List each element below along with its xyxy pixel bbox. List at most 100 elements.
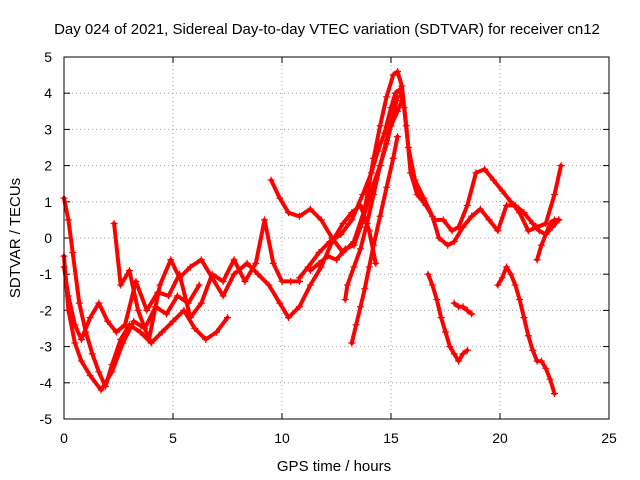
data-point bbox=[208, 274, 216, 282]
data-point bbox=[112, 328, 120, 336]
data-point bbox=[136, 328, 144, 336]
data-point bbox=[494, 227, 502, 235]
data-point bbox=[413, 191, 421, 199]
data-point bbox=[468, 212, 476, 220]
data-point bbox=[459, 303, 467, 311]
data-point bbox=[516, 296, 524, 304]
data-point bbox=[372, 259, 380, 267]
x-tick-label: 20 bbox=[492, 430, 508, 446]
series-track-f bbox=[295, 86, 563, 282]
data-point bbox=[428, 281, 436, 289]
data-point bbox=[398, 96, 406, 104]
data-point bbox=[276, 299, 284, 307]
data-point bbox=[376, 122, 384, 130]
series-line bbox=[62, 196, 230, 389]
y-tick-label: -1 bbox=[40, 266, 53, 282]
data-point bbox=[520, 209, 528, 217]
data-point bbox=[396, 86, 404, 94]
data-point bbox=[186, 263, 194, 271]
x-tick-label: 10 bbox=[274, 430, 290, 446]
data-point bbox=[306, 267, 314, 275]
data-point bbox=[156, 281, 164, 289]
series-line bbox=[495, 265, 557, 396]
series-line bbox=[426, 272, 470, 364]
data-point bbox=[176, 274, 184, 282]
data-point bbox=[498, 187, 506, 195]
series-line bbox=[112, 203, 378, 342]
data-point bbox=[117, 281, 125, 289]
data-point bbox=[463, 306, 471, 314]
data-point bbox=[71, 339, 79, 347]
data-point bbox=[317, 216, 325, 224]
data-point bbox=[339, 220, 347, 228]
y-tick-label: -5 bbox=[40, 411, 53, 427]
series-line bbox=[349, 134, 400, 345]
data-point bbox=[134, 306, 142, 314]
data-point bbox=[86, 314, 94, 322]
data-point bbox=[230, 270, 238, 278]
data-point bbox=[267, 176, 275, 184]
data-point bbox=[287, 277, 295, 285]
data-point bbox=[439, 216, 447, 224]
data-point bbox=[537, 241, 545, 249]
data-point bbox=[383, 136, 391, 144]
data-point bbox=[95, 299, 103, 307]
data-point bbox=[398, 82, 406, 90]
data-point bbox=[261, 216, 269, 224]
data-point bbox=[503, 263, 511, 271]
data-point bbox=[224, 314, 231, 322]
data-point bbox=[77, 357, 85, 365]
series-track-e bbox=[267, 67, 565, 256]
data-point bbox=[180, 306, 188, 314]
data-point bbox=[448, 227, 456, 235]
data-point bbox=[184, 299, 192, 307]
data-point bbox=[404, 144, 412, 151]
series-track-k bbox=[450, 299, 476, 318]
data-point bbox=[546, 375, 554, 383]
data-point bbox=[511, 201, 519, 209]
data-point bbox=[389, 111, 397, 119]
data-point bbox=[533, 256, 541, 264]
x-tick-label: 25 bbox=[601, 430, 617, 446]
data-point bbox=[546, 220, 554, 228]
data-point bbox=[433, 296, 441, 304]
data-point bbox=[507, 270, 515, 278]
data-point bbox=[481, 165, 489, 173]
data-point bbox=[202, 335, 210, 343]
data-point bbox=[376, 212, 384, 220]
series-track-a bbox=[60, 216, 303, 343]
data-point bbox=[459, 350, 467, 358]
series-track-b bbox=[60, 194, 231, 390]
data-point bbox=[444, 241, 452, 249]
data-point bbox=[428, 212, 436, 220]
data-point bbox=[173, 292, 181, 300]
data-point bbox=[304, 263, 312, 271]
data-point bbox=[108, 368, 116, 376]
data-point bbox=[82, 328, 90, 336]
data-point bbox=[191, 325, 199, 332]
data-point bbox=[326, 238, 334, 246]
data-point bbox=[167, 256, 175, 264]
data-point bbox=[557, 162, 565, 170]
data-point bbox=[489, 176, 497, 184]
x-tick-label: 0 bbox=[60, 430, 68, 446]
data-point bbox=[551, 390, 558, 398]
data-point bbox=[350, 241, 358, 249]
series-line bbox=[62, 217, 302, 342]
data-point bbox=[104, 317, 112, 325]
data-point bbox=[524, 332, 532, 340]
data-point bbox=[363, 220, 371, 228]
data-point bbox=[463, 201, 471, 209]
data-point bbox=[394, 93, 402, 101]
data-point bbox=[77, 335, 85, 343]
data-point bbox=[383, 183, 391, 191]
data-point bbox=[119, 339, 127, 347]
data-point bbox=[341, 296, 349, 304]
chart-title: Day 024 of 2021, Sidereal Day-to-day VTE… bbox=[54, 21, 600, 38]
data-point bbox=[370, 191, 378, 199]
data-point bbox=[295, 212, 303, 220]
data-point bbox=[450, 299, 458, 307]
data-point bbox=[352, 321, 360, 329]
data-point bbox=[370, 241, 378, 249]
